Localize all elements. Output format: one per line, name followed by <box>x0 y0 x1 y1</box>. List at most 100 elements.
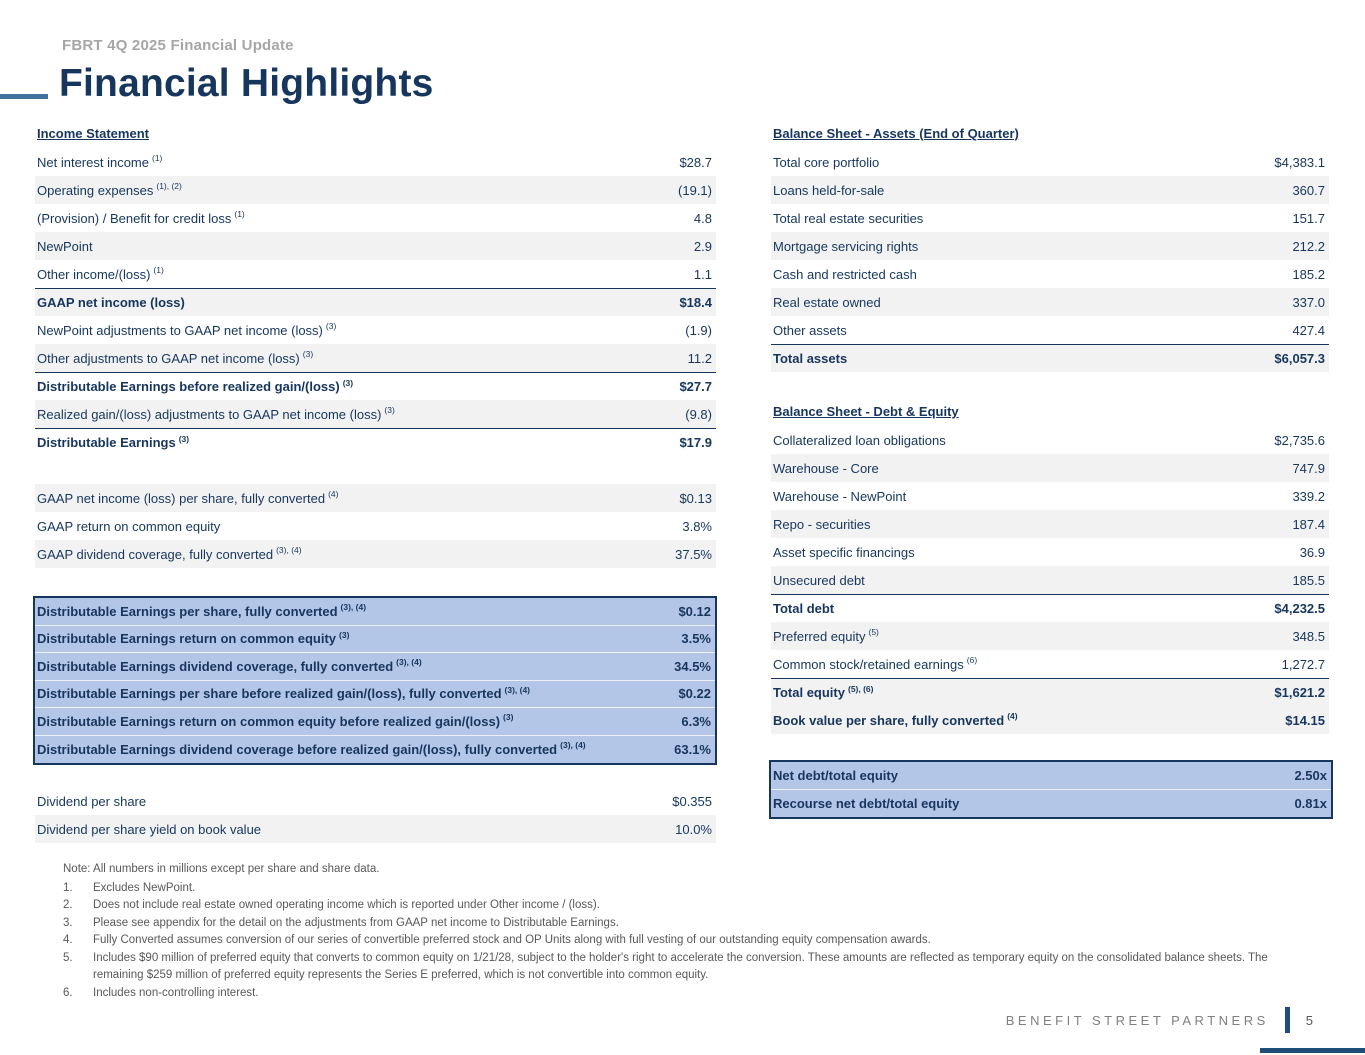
row-label: Common stock/retained earnings (6) <box>773 655 978 672</box>
row-label: Dividend per share yield on book value <box>37 821 262 837</box>
footnote-ref: (3) <box>302 349 314 360</box>
row-value: 36.9 <box>1299 544 1325 560</box>
row-value: 348.5 <box>1292 628 1325 644</box>
row-label: Dividend per share <box>37 793 147 809</box>
row-label: Other income/(loss) (1) <box>37 265 164 282</box>
footnote-text: Does not include real estate owned opera… <box>93 899 600 911</box>
footnote-number: 5. <box>63 951 73 964</box>
balance-sheet-assets-heading: Balance Sheet - Assets (End of Quarter) <box>773 126 1019 141</box>
row-label: Recourse net debt/total equity <box>773 795 960 811</box>
table-row: Common stock/retained earnings (6) 1,272.7 <box>771 650 1329 678</box>
table-row: Dividend per share yield on book value 10… <box>35 815 716 843</box>
footnote-ref: (3), (4) <box>560 740 586 751</box>
table-row: Total debt $4,232.5 <box>771 594 1329 622</box>
row-value: 37.5% <box>675 546 712 562</box>
row-value: 0.81x <box>1294 795 1327 811</box>
row-value: $2,735.6 <box>1274 432 1325 448</box>
table-row: Loans held-for-sale 360.7 <box>771 176 1329 204</box>
row-label: Total debt <box>773 601 835 616</box>
row-value: 2.9 <box>693 238 712 254</box>
row-value: 6.3% <box>681 713 711 729</box>
table-row: Repo - securities 187.4 <box>771 510 1329 538</box>
row-value: 2.50x <box>1294 767 1327 783</box>
footnote-number: 1. <box>63 881 73 894</box>
table-row: Distributable Earnings dividend coverage… <box>35 653 715 681</box>
row-value: $4,383.1 <box>1274 154 1325 170</box>
table-row: Total equity (5), (6) $1,621.2 <box>771 678 1329 706</box>
footnote-number: 2. <box>63 899 73 911</box>
spacer <box>35 568 716 596</box>
row-value: (19.1) <box>678 182 712 198</box>
table-row: Other assets 427.4 <box>771 316 1329 344</box>
balance-sheet-debt-equity-heading: Balance Sheet - Debt & Equity <box>773 404 959 419</box>
distributable-earnings-highlight-box: Distributable Earnings per share, fully … <box>33 596 717 765</box>
table-row: Distributable Earnings before realized g… <box>35 372 716 400</box>
income-statement-table: Net interest income (1) $28.7 Operating exp… <box>35 148 716 456</box>
footnote-ref: (3) <box>342 377 354 388</box>
row-label: Total equity (5), (6) <box>773 683 874 700</box>
row-value: (1.9) <box>685 322 712 338</box>
row-value: 34.5% <box>674 658 711 674</box>
table-row: NewPoint 2.9 <box>35 232 716 260</box>
table-row: Total core portfolio $4,383.1 <box>771 148 1329 176</box>
row-label: Loans held-for-sale <box>773 182 885 198</box>
table-row: Collateralized loan obligations $2,735.6 <box>771 426 1329 454</box>
row-value: $6,057.3 <box>1274 351 1325 366</box>
row-value: 427.4 <box>1292 322 1325 338</box>
row-label: Distributable Earnings return on common … <box>37 712 514 729</box>
row-label: Book value per share, fully converted (4) <box>773 711 1018 728</box>
row-label: GAAP dividend coverage, fully converted(… <box>37 545 302 562</box>
footnote-text: Fully Converted assumes conversion of ou… <box>93 934 931 946</box>
table-row: GAAP dividend coverage, fully converted(… <box>35 540 716 568</box>
row-value: 1.1 <box>693 266 712 282</box>
table-row: Warehouse - NewPoint 339.2 <box>771 482 1329 510</box>
table-row: Book value per share, fully converted (4)… <box>771 706 1329 734</box>
row-label: Collateralized loan obligations <box>773 432 946 448</box>
page-number: 5 <box>1305 1012 1313 1028</box>
table-row: Recourse net debt/total equity 0.81x <box>771 790 1331 818</box>
footnote-text: Includes non-controlling interest. <box>93 986 259 999</box>
row-label: Other adjustments to GAAP net income (lo… <box>37 349 314 366</box>
footnote-ref: (3) <box>384 405 395 416</box>
brand-name: BENEFIT STREET PARTNERS <box>1005 1012 1269 1028</box>
dividend-table: Dividend per share $0.355 Dividend per sha… <box>35 787 716 843</box>
table-row: Net debt/total equity 2.50x <box>771 762 1331 790</box>
row-value: $28.7 <box>679 154 712 170</box>
row-value: 360.7 <box>1292 182 1325 198</box>
footnote-text: Includes $90 million of preferred equity… <box>93 951 1268 982</box>
row-label: Warehouse - NewPoint <box>773 488 907 504</box>
table-row: GAAP net income (loss) $18.4 <box>35 288 716 316</box>
row-label: Net interest income (1) <box>37 153 163 170</box>
row-label: Unsecured debt <box>773 572 865 588</box>
table-row: NewPoint adjustments to GAAP net income … <box>35 316 716 344</box>
row-label: Other assets <box>773 322 847 338</box>
row-label: Asset specific financings <box>773 544 915 560</box>
row-label: Distributable Earnings per share, fully … <box>37 602 367 619</box>
row-label: GAAP net income (loss) <box>37 295 185 310</box>
row-label: Mortgage servicing rights <box>773 238 919 254</box>
table-row: Dividend per share $0.355 <box>35 787 716 815</box>
row-value: $4,232.5 <box>1274 601 1325 616</box>
row-label: Preferred equity (5) <box>773 627 879 644</box>
row-value: 11.2 <box>687 350 712 366</box>
footnote-ref: (3) <box>503 712 514 723</box>
footnote-text: Please see appendix for the detail on th… <box>93 916 619 929</box>
balance-sheet-assets-table: Total core portfolio $4,383.1 Loans held-f… <box>771 148 1329 372</box>
footnote-ref: (3), (4) <box>396 657 422 668</box>
footnote-ref: (4) <box>1007 711 1018 722</box>
table-row: Warehouse - Core 747.9 <box>771 454 1329 482</box>
table-row: Asset specific financings 36.9 <box>771 538 1329 566</box>
footnote-ref: (5), (6) <box>847 683 874 694</box>
left-column: Income Statement Net interest income (1) $… <box>33 120 717 843</box>
table-row: GAAP net income (loss) per share, fully … <box>35 484 716 512</box>
row-value: $27.7 <box>679 379 712 394</box>
footnote-ref: (4) <box>328 489 339 500</box>
row-value: $17.9 <box>679 435 712 450</box>
spacer <box>771 734 1329 760</box>
right-column: Balance Sheet - Assets (End of Quarter) … <box>769 120 1333 819</box>
table-row: Distributable Earnings (3) $17.9 <box>35 428 716 456</box>
row-value: 187.4 <box>1292 516 1325 532</box>
row-label: Distributable Earnings per share before … <box>37 684 531 702</box>
footnote-number: 3. <box>63 916 73 929</box>
